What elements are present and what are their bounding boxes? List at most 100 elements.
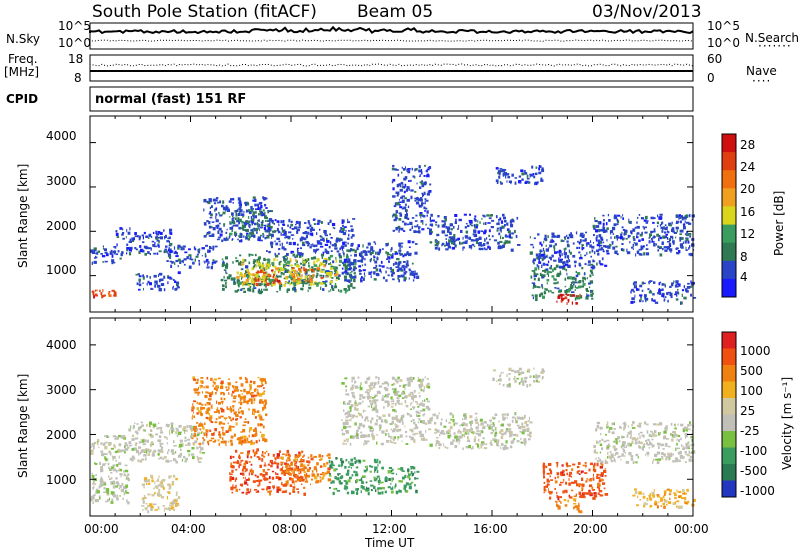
data-cell: [463, 213, 467, 216]
data-cell: [107, 499, 110, 502]
data-cell: [126, 243, 129, 246]
data-cell: [95, 255, 97, 258]
data-cell: [492, 429, 494, 433]
data-cell: [243, 235, 245, 238]
data-cell: [541, 257, 544, 261]
data-cell: [192, 405, 195, 409]
data-cell: [401, 265, 404, 268]
data-cell: [412, 399, 414, 403]
data-cell: [134, 422, 136, 424]
data-cell: [256, 203, 259, 207]
data-cell: [338, 253, 341, 257]
data-cell: [257, 236, 261, 240]
data-cell: [425, 199, 429, 202]
data-cell: [445, 248, 449, 251]
data-cell: [379, 265, 382, 267]
data-cell: [576, 246, 579, 250]
data-cell: [558, 294, 561, 297]
data-cell: [532, 285, 537, 288]
data-cell: [594, 251, 596, 255]
data-cell: [157, 233, 159, 236]
data-cell: [426, 378, 429, 380]
data-cell: [481, 430, 484, 434]
data-cell: [326, 275, 328, 278]
data-cell: [182, 428, 185, 431]
data-cell: [612, 242, 614, 245]
data-cell: [547, 260, 550, 264]
data-cell: [339, 247, 341, 251]
data-cell: [263, 399, 267, 403]
data-cell: [688, 222, 692, 225]
data-cell: [106, 435, 108, 438]
data-cell: [521, 422, 524, 426]
data-cell: [234, 411, 237, 414]
data-cell: [356, 490, 358, 494]
data-cell: [157, 478, 160, 481]
data-cell: [503, 242, 507, 245]
data-cell: [661, 221, 664, 224]
data-cell: [671, 221, 673, 225]
data-cell: [265, 402, 268, 405]
data-cell: [211, 233, 215, 237]
data-cell: [261, 434, 264, 438]
data-cell: [259, 415, 263, 419]
data-cell: [200, 411, 202, 415]
data-cell: [263, 283, 267, 287]
data-cell: [275, 267, 279, 271]
data-cell: [554, 243, 557, 246]
data-cell: [373, 478, 377, 482]
data-cell: [335, 276, 340, 280]
data-cell: [343, 271, 347, 274]
data-cell: [375, 376, 378, 379]
data-cell: [537, 233, 540, 236]
data-cell: [108, 475, 110, 478]
data-cell: [586, 251, 588, 255]
data-cell: [214, 439, 217, 442]
data-cell: [313, 249, 315, 253]
data-cell: [259, 473, 263, 476]
data-cell: [153, 487, 155, 490]
data-cell: [319, 262, 323, 266]
data-cell: [253, 259, 255, 261]
data-cell: [519, 371, 522, 376]
data-cell: [632, 248, 634, 250]
data-cell: [463, 416, 466, 420]
data-cell: [639, 233, 643, 237]
data-cell: [538, 171, 542, 175]
data-cell: [407, 383, 411, 387]
data-cell: [416, 401, 419, 405]
data-cell: [354, 275, 357, 278]
data-cell: [96, 251, 99, 255]
data-cell: [401, 245, 403, 248]
data-cell: [309, 232, 314, 236]
data-cell: [622, 248, 625, 252]
data-cell: [592, 224, 596, 228]
data-cell: [353, 262, 357, 266]
data-cell: [362, 459, 366, 462]
data-cell: [296, 243, 299, 246]
data-cell: [683, 223, 686, 226]
data-cell: [264, 203, 267, 207]
data-cell: [93, 441, 97, 444]
data-cell: [268, 223, 271, 227]
data-cell: [622, 217, 624, 220]
data-cell: [598, 260, 601, 264]
data-cell: [507, 230, 511, 234]
data-cell: [131, 455, 135, 459]
data-cell: [506, 416, 508, 419]
data-cell: [164, 507, 167, 510]
data-cell: [343, 260, 346, 263]
data-cell: [143, 231, 146, 235]
data-cell: [236, 220, 239, 223]
data-cell: [688, 253, 691, 256]
data-cell: [238, 235, 241, 238]
data-cell: [547, 274, 549, 277]
data-cell: [667, 246, 671, 250]
data-cell: [247, 420, 250, 424]
data-cell: [381, 398, 385, 401]
data-cell: [332, 260, 335, 264]
data-cell: [294, 263, 297, 266]
data-cell: [493, 417, 495, 420]
data-cell: [254, 411, 257, 413]
data-cell: [288, 218, 291, 223]
